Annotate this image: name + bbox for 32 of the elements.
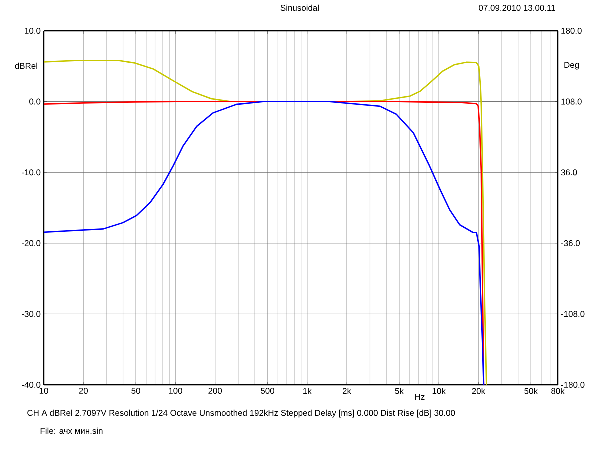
y-tick-label: -40.0 xyxy=(22,382,41,388)
y-axis-title: dBRel xyxy=(15,62,38,70)
x-tick-label: 2k xyxy=(342,388,352,394)
y-tick-label: -20.0 xyxy=(22,240,41,246)
text: 07.09.2010 13.00.11 xyxy=(479,5,556,12)
x-tick-label: 50 xyxy=(132,388,140,394)
chart-title: Sinusoidal xyxy=(280,4,319,12)
x-tick-label: 5k xyxy=(395,388,404,394)
y-tick-label: 10.0 xyxy=(25,28,41,34)
x-tick-label: 1k xyxy=(304,388,312,394)
x-tick-label: 10k xyxy=(432,388,446,394)
x-tick-label: 100 xyxy=(169,388,182,394)
y-tick-label: -30.0 xyxy=(22,311,41,318)
x-axis-title: Hz xyxy=(416,394,425,400)
y-tick-label: -10.0 xyxy=(22,170,41,176)
y-tick-label: 0.0 xyxy=(30,98,41,105)
y2-tick-label: -180.0 xyxy=(561,382,585,388)
x-tick-label: 200 xyxy=(208,388,222,394)
x-tick-label: 80k xyxy=(552,388,565,394)
text: File: ачх мин.sin xyxy=(40,428,103,434)
y2-tick-label: -108.0 xyxy=(561,311,585,318)
y2-tick-label: 36.0 xyxy=(561,170,578,176)
x-tick-label: 20 xyxy=(79,388,88,394)
text: CH A dBRel 2.7097V Resolution 1/24 Octave Unsmoothed 192kHz Stepped Delay [ms] 0.000 Dist Rise [dB] 30.00 xyxy=(28,410,456,418)
x-tick-label: 500 xyxy=(261,388,274,394)
y2-tick-label: -36.0 xyxy=(561,240,580,246)
x-tick-label: 50k xyxy=(524,388,538,394)
y2-tick-label: 180.0 xyxy=(562,28,582,34)
x-tick-label: 10 xyxy=(40,388,48,394)
y2-tick-label: 108.0 xyxy=(562,98,582,105)
y2-axis-title: Deg xyxy=(564,62,580,70)
x-tick-label: 20k xyxy=(472,388,486,394)
